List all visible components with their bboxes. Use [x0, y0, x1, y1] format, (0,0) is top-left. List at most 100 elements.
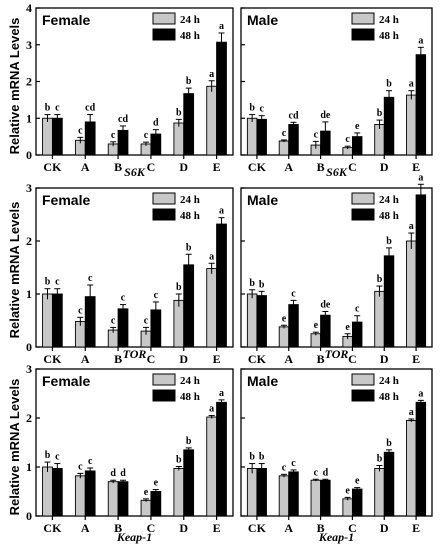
- plot-frame: [35, 368, 234, 517]
- bar: [216, 41, 227, 156]
- bar: [206, 416, 218, 517]
- x-tick-label: D: [179, 352, 188, 366]
- y-tick-label: 3: [26, 38, 32, 52]
- significance-label: c: [111, 315, 116, 326]
- x-tick-label: D: [179, 521, 188, 535]
- legend-swatch: [351, 12, 375, 25]
- legend-label: 24 h: [180, 14, 200, 26]
- x-axis-label: TOR: [123, 347, 147, 361]
- bar: [51, 468, 63, 517]
- legend-swatch: [351, 373, 375, 386]
- significance-label: a: [209, 69, 214, 80]
- x-tick-label: CK: [248, 160, 267, 174]
- bar: [278, 140, 290, 156]
- x-tick-label: CK: [43, 352, 62, 366]
- bar: [406, 240, 417, 348]
- significance-label: d: [323, 467, 329, 478]
- panel-title: Male: [247, 373, 278, 389]
- plot-frame: [240, 7, 433, 156]
- bar: [310, 479, 322, 517]
- bar: [351, 488, 363, 517]
- plot-frame: [240, 368, 433, 517]
- significance-label: a: [219, 21, 224, 32]
- significance-label: e: [355, 121, 360, 132]
- panel-title: Male: [247, 192, 278, 208]
- x-tick-label: CK: [248, 352, 267, 366]
- x-tick-label: B: [114, 160, 122, 174]
- plot-frame: [35, 187, 234, 348]
- x-tick-label: CK: [43, 160, 62, 174]
- significance-label: de: [320, 299, 331, 310]
- legend-swatch: [152, 12, 176, 25]
- legend-label: 24 h: [379, 194, 399, 206]
- significance-label: c: [259, 104, 264, 115]
- x-tick-label: C: [147, 521, 156, 535]
- significance-label: c: [55, 452, 60, 463]
- significance-label: b: [377, 454, 383, 465]
- x-tick-label: CK: [248, 521, 267, 535]
- bar: [183, 449, 195, 517]
- x-tick-label: B: [317, 160, 325, 174]
- significance-label: c: [55, 277, 60, 288]
- x-tick-label: A: [81, 352, 90, 366]
- bar: [42, 293, 53, 348]
- bar: [256, 468, 267, 517]
- x-tick-label: A: [81, 521, 90, 535]
- y-tick-label: 1: [26, 287, 32, 301]
- panel-title: Female: [42, 373, 90, 389]
- bar: [406, 420, 417, 517]
- significance-label: cd: [118, 114, 128, 125]
- significance-label: c: [345, 134, 350, 145]
- legend-label: 24 h: [379, 14, 399, 26]
- bar: [173, 122, 185, 156]
- x-axis-label: S6K: [326, 165, 348, 179]
- plot-frame: [35, 7, 234, 156]
- legend-label: 24 h: [379, 375, 399, 387]
- significance-label: a: [409, 407, 414, 418]
- significance-label: b: [186, 242, 192, 253]
- x-tick-label: CK: [43, 521, 62, 535]
- significance-label: b: [386, 438, 392, 449]
- bar: [256, 295, 267, 348]
- significance-label: b: [176, 107, 182, 118]
- significance-label: e: [144, 487, 149, 498]
- bar: [150, 491, 162, 517]
- bar: [140, 499, 152, 517]
- significance-label: c: [88, 273, 93, 284]
- significance-label: c: [144, 130, 149, 141]
- y-tick-label: 0: [26, 509, 32, 523]
- x-tick-label: E: [412, 352, 420, 366]
- bar: [415, 194, 427, 348]
- significance-label: d: [120, 468, 126, 479]
- bar: [246, 117, 258, 156]
- legend-swatch: [351, 192, 375, 205]
- y-axis-label: Relative mRNA Levels: [7, 379, 22, 516]
- significance-label: b: [377, 274, 383, 285]
- bar: [42, 117, 53, 156]
- significance-label: e: [345, 322, 350, 333]
- significance-label: d: [153, 118, 159, 129]
- significance-label: a: [409, 221, 414, 232]
- x-tick-label: D: [380, 160, 389, 174]
- y-tick-label: 0: [26, 148, 32, 162]
- bar: [415, 401, 427, 517]
- bar: [183, 264, 195, 348]
- bar: [415, 54, 427, 156]
- significance-label: c: [314, 467, 319, 478]
- legend-label: 48 h: [379, 210, 399, 222]
- bar: [74, 475, 86, 517]
- significance-label: a: [418, 388, 423, 399]
- significance-label: b: [249, 452, 255, 463]
- significance-label: b: [45, 277, 51, 288]
- significance-label: b: [186, 436, 192, 447]
- y-tick-label: 4: [26, 1, 32, 15]
- significance-label: b: [45, 450, 51, 461]
- significance-label: e: [355, 476, 360, 487]
- bar: [206, 85, 218, 156]
- x-tick-label: E: [412, 160, 420, 174]
- x-tick-label: A: [284, 352, 293, 366]
- significance-label: a: [209, 251, 214, 262]
- x-tick-label: C: [147, 352, 156, 366]
